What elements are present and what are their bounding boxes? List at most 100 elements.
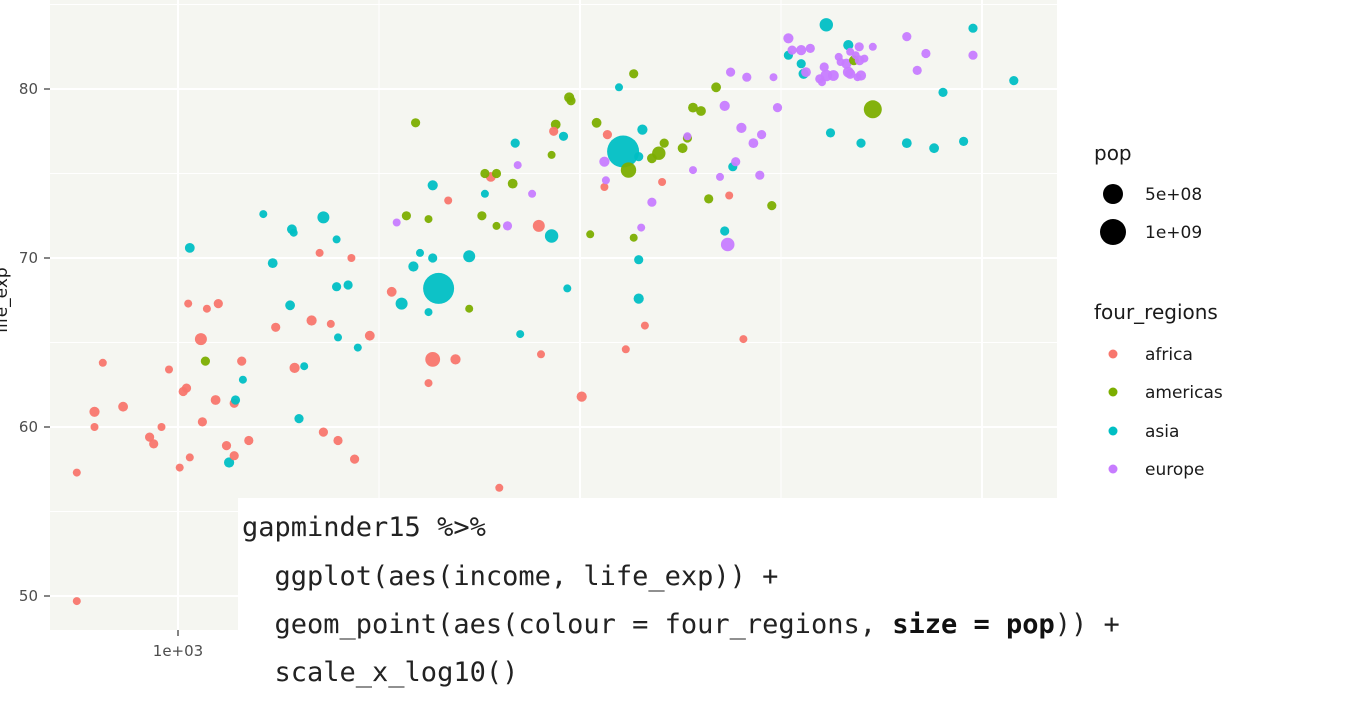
data-point-africa (157, 423, 166, 431)
size-legend-title: pop (1094, 141, 1132, 165)
data-point-africa (213, 299, 223, 309)
data-point-europe (851, 51, 860, 60)
data-point-europe (805, 43, 815, 54)
data-point-americas (704, 194, 714, 204)
data-point-americas (620, 162, 637, 178)
y-tick-label: 70 (19, 249, 38, 267)
data-point-asia (720, 226, 730, 236)
data-point-europe (748, 138, 759, 149)
data-point-africa (326, 319, 335, 328)
data-point-asia (289, 228, 298, 237)
data-point-asia (825, 128, 836, 138)
data-point-americas (477, 211, 487, 221)
data-point-africa (444, 196, 453, 205)
data-point-asia (634, 255, 644, 265)
data-point-europe (720, 237, 735, 252)
data-point-africa (237, 356, 247, 366)
data-point-africa (621, 345, 630, 354)
data-point-africa (537, 350, 545, 359)
data-point-africa (576, 391, 587, 402)
data-point-asia (615, 83, 623, 92)
data-point-americas (401, 211, 411, 221)
color-legend-key-americas (1108, 387, 1118, 397)
data-point-asia (300, 362, 309, 371)
data-point-asia (544, 229, 559, 243)
color-legend-key-europe (1108, 464, 1118, 474)
data-point-europe (868, 42, 877, 51)
data-point-asia (968, 23, 978, 33)
data-point-africa (149, 439, 159, 449)
data-point-africa (202, 304, 211, 313)
data-point-africa (89, 406, 100, 417)
data-point-asia (285, 300, 295, 311)
data-point-asia (558, 131, 569, 141)
data-point-americas (629, 69, 639, 79)
data-point-europe (647, 197, 657, 207)
data-point-europe (836, 58, 845, 66)
data-point-americas (629, 233, 638, 242)
data-point-europe (528, 189, 537, 198)
color-legend-title: four_regions (1094, 300, 1218, 324)
y-tick-label: 50 (19, 587, 38, 605)
data-point-asia (416, 248, 424, 257)
data-point-asia (317, 211, 330, 224)
data-point-africa (350, 454, 360, 464)
data-point-asia (224, 457, 235, 468)
data-point-africa (90, 423, 99, 431)
data-point-africa (315, 248, 324, 257)
data-point-africa (364, 330, 375, 341)
data-point-africa (424, 379, 433, 388)
data-point-africa (640, 321, 649, 330)
code-line-4: scale_x_log10() (242, 657, 519, 688)
data-point-europe (968, 50, 978, 60)
data-point-americas (547, 150, 556, 159)
data-point-asia (230, 395, 241, 405)
data-point-asia (959, 136, 969, 146)
y-axis-title: life_exp (0, 267, 12, 332)
color-legend-key-asia (1108, 426, 1118, 436)
data-point-asia (184, 243, 195, 253)
data-point-asia (395, 297, 408, 310)
color-legend-label-americas: americas (1145, 383, 1223, 403)
data-point-asia (901, 138, 912, 149)
data-point-americas (200, 356, 210, 366)
data-point-americas (591, 117, 602, 128)
y-tick-label: 60 (19, 418, 38, 436)
data-point-asia (259, 210, 268, 219)
data-point-europe (742, 72, 752, 82)
color-legend-label-africa: africa (1145, 345, 1193, 365)
data-point-europe (783, 33, 794, 44)
data-point-asia (294, 414, 304, 424)
data-point-europe (819, 62, 829, 72)
code-line-3-prefix: geom_point(aes(colour = four_regions, (242, 609, 893, 640)
size-legend-key-5e08 (1103, 184, 1123, 204)
size-legend-label-5e08: 5e+08 (1145, 185, 1202, 205)
data-point-asia (332, 282, 342, 292)
data-point-europe (689, 166, 697, 175)
data-point-africa (450, 354, 461, 365)
data-point-europe (845, 68, 856, 79)
data-point-africa (289, 362, 300, 373)
data-point-africa (532, 219, 545, 232)
data-point-asia (856, 138, 866, 148)
data-point-europe (755, 170, 765, 180)
data-point-africa (739, 335, 748, 344)
data-point-africa (72, 597, 81, 606)
data-point-africa (145, 432, 155, 442)
data-point-europe (772, 103, 783, 113)
data-point-americas (647, 153, 657, 164)
data-point-asia (343, 280, 353, 290)
data-point-africa (386, 286, 397, 297)
data-point-asia (510, 138, 520, 148)
data-point-asia (332, 235, 341, 244)
data-point-europe (902, 31, 912, 42)
data-point-americas (566, 96, 576, 106)
code-line-2: ggplot(aes(income, life_exp)) + (242, 561, 779, 592)
data-point-africa (181, 383, 192, 393)
data-point-africa (425, 352, 441, 367)
data-point-africa (495, 483, 504, 492)
data-point-americas (411, 118, 421, 128)
data-point-asia (563, 284, 572, 293)
data-point-europe (392, 218, 401, 227)
data-point-americas (424, 215, 433, 224)
